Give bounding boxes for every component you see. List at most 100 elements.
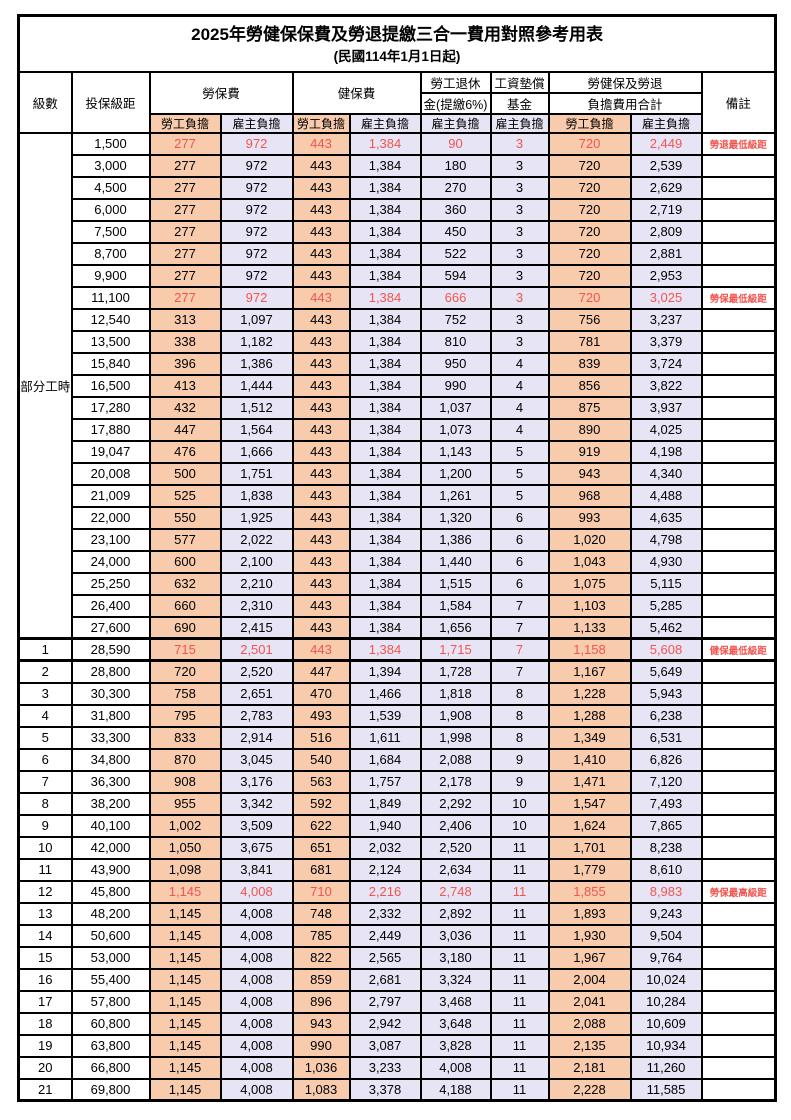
value-cell: 443 [291, 439, 351, 464]
table-row: 13,500 338 1,182 443 1,384 810 3 781 3,379 [19, 329, 777, 354]
value-cell: 443 [291, 285, 351, 310]
value-cell: 1,611 [348, 725, 422, 750]
value-cell: 720 [547, 197, 632, 222]
value-cell: 1,145 [148, 989, 222, 1014]
value-cell: 1,998 [419, 725, 492, 750]
value-cell: 1,908 [419, 703, 492, 728]
value-cell: 3 [489, 197, 550, 222]
value-cell: 493 [291, 703, 351, 728]
value-cell: 443 [291, 175, 351, 200]
bracket-cell: 69,800 [70, 1077, 151, 1102]
value-cell: 443 [291, 351, 351, 376]
value-cell: 4 [489, 351, 550, 376]
value-cell: 8,983 [629, 879, 703, 904]
value-cell: 5,649 [629, 659, 703, 684]
value-cell: 4,635 [629, 505, 703, 530]
value-cell: 11,585 [629, 1077, 703, 1102]
remark-cell [700, 681, 777, 706]
table-row: 19 63,800 1,145 4,008 990 3,087 3,828 11 2,135 10… [17, 1033, 777, 1058]
remark-cell [700, 395, 777, 420]
level-cell: 1 [17, 637, 73, 662]
value-cell: 6,826 [629, 747, 703, 772]
bracket-cell: 23,100 [70, 527, 151, 552]
value-cell: 443 [291, 461, 351, 486]
header-row-3: 勞工負擔 雇主負擔 勞工負擔 雇主負擔 雇主負擔 雇主負擔 勞工負擔 雇主負擔 [19, 112, 776, 134]
value-cell: 1,751 [219, 461, 294, 486]
value-cell: 443 [291, 571, 351, 596]
value-cell: 10 [489, 813, 550, 838]
value-cell: 690 [148, 615, 222, 640]
value-cell: 2,022 [219, 527, 294, 552]
value-cell: 550 [148, 505, 222, 530]
value-cell: 443 [291, 307, 351, 332]
value-cell: 3 [489, 329, 550, 354]
subheader-total-employee: 勞工負擔 [547, 112, 632, 134]
value-cell: 3,378 [348, 1077, 422, 1102]
col-header-total-line1: 勞健保及勞退 [547, 70, 703, 94]
bracket-cell: 42,000 [70, 835, 151, 860]
table-row: 7 36,300 908 3,176 563 1,757 2,178 9 1,471 7,120 [17, 769, 777, 794]
value-cell: 3 [489, 307, 550, 332]
remark-cell [700, 769, 777, 794]
table-row: 16,500 413 1,444 443 1,384 990 4 856 3,822 [19, 373, 777, 398]
subheader-wage-fund-employer: 雇主負擔 [489, 112, 550, 134]
bracket-cell: 9,900 [70, 263, 151, 288]
bracket-cell: 48,200 [70, 901, 151, 926]
value-cell: 1,728 [419, 659, 492, 684]
remark-cell: 勞退最低級距 [700, 131, 777, 156]
value-cell: 11 [489, 923, 550, 948]
value-cell: 443 [291, 505, 351, 530]
subheader-health-employee: 勞工負擔 [291, 112, 351, 134]
remark-cell [700, 1033, 777, 1058]
value-cell: 360 [419, 197, 492, 222]
value-cell: 2,135 [547, 1033, 632, 1058]
value-cell: 516 [291, 725, 351, 750]
table-row: 4 31,800 795 2,783 493 1,539 1,908 8 1,288 6,238 [17, 703, 777, 728]
value-cell: 3,233 [348, 1055, 422, 1080]
value-cell: 1,779 [547, 857, 632, 882]
value-cell: 4,008 [219, 945, 294, 970]
value-cell: 1,145 [148, 901, 222, 926]
value-cell: 1,584 [419, 593, 492, 618]
value-cell: 592 [291, 791, 351, 816]
value-cell: 10,024 [629, 967, 703, 992]
table-row: 9 40,100 1,002 3,509 622 1,940 2,406 10 1,624 7,8… [17, 813, 777, 838]
value-cell: 1,386 [419, 527, 492, 552]
remark-cell [700, 219, 777, 244]
remark-cell [700, 527, 777, 552]
table-row: 3 30,300 758 2,651 470 1,466 1,818 8 1,228 5,943 [17, 681, 777, 706]
value-cell: 720 [547, 131, 632, 156]
page-title: 2025年勞健保保費及勞退提繳三合一費用對照參考用表 [191, 25, 603, 45]
col-header-remark: 備註 [700, 70, 777, 134]
level-cell: 20 [17, 1055, 73, 1080]
fee-table: 2025年勞健保保費及勞退提繳三合一費用對照參考用表 (民國114年1月1日起)… [17, 14, 778, 1102]
value-cell: 1,158 [547, 637, 632, 662]
remark-cell [700, 725, 777, 750]
value-cell: 3,087 [348, 1033, 422, 1058]
level-cell: 2 [17, 659, 73, 684]
value-cell: 1,384 [348, 439, 422, 464]
value-cell: 3,342 [219, 791, 294, 816]
value-cell: 10 [489, 791, 550, 816]
value-cell: 2,953 [629, 263, 703, 288]
value-cell: 9 [489, 747, 550, 772]
value-cell: 5,115 [629, 571, 703, 596]
bracket-cell: 55,400 [70, 967, 151, 992]
value-cell: 3,324 [419, 967, 492, 992]
value-cell: 11 [489, 967, 550, 992]
value-cell: 1,384 [348, 329, 422, 354]
remark-cell [700, 791, 777, 816]
table-row: 26,400 660 2,310 443 1,384 1,584 7 1,103 5,285 [19, 593, 777, 618]
table-row: 22,000 550 1,925 443 1,384 1,320 6 993 4,635 [19, 505, 777, 530]
value-cell: 2,088 [547, 1011, 632, 1036]
bracket-cell: 28,590 [70, 637, 151, 662]
value-cell: 972 [219, 175, 294, 200]
value-cell: 5,285 [629, 593, 703, 618]
table-body: 部分工時 1,500 277 972 443 1,384 90 3 720 2,449 勞退最低級距… [17, 131, 777, 1102]
bracket-cell: 57,800 [70, 989, 151, 1014]
value-cell: 943 [291, 1011, 351, 1036]
value-cell: 993 [547, 505, 632, 530]
col-header-pension-line1: 勞工退休 [419, 70, 492, 94]
value-cell: 2,914 [219, 725, 294, 750]
